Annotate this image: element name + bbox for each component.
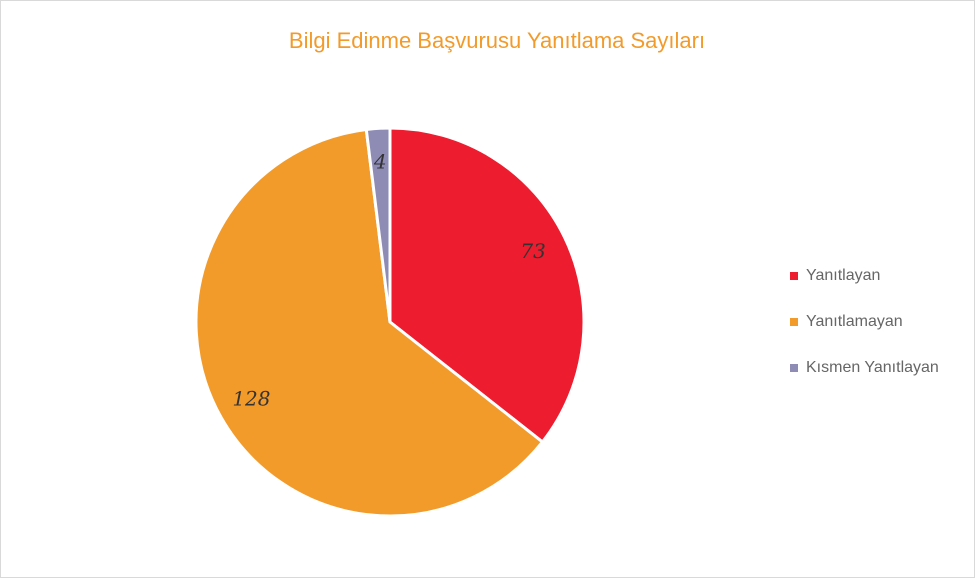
- data-label: 128: [232, 387, 270, 411]
- pie-slice: [388, 126, 586, 445]
- pie-slice: [194, 127, 545, 518]
- legend-label: Yanıtlayan: [806, 267, 880, 284]
- chart-title: Bilgi Edinme Başvurusu Yanıtlama Sayılar…: [289, 28, 705, 53]
- legend-swatch: [790, 364, 798, 372]
- legend-label: Kısmen Yanıtlayan: [806, 359, 939, 376]
- legend-label: Yanıtlamayan: [806, 313, 903, 330]
- legend-swatch: [790, 272, 798, 280]
- pie-slice: [364, 126, 392, 323]
- data-label: 4: [373, 150, 387, 174]
- data-label: 73: [520, 239, 545, 263]
- legend-swatch: [790, 318, 798, 326]
